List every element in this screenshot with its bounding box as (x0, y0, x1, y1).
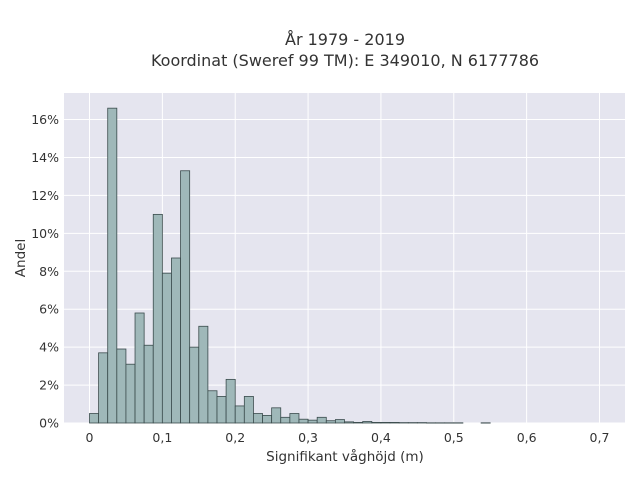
y-tick-label: 10% (31, 226, 59, 241)
histogram-bar (316, 416, 327, 424)
histogram-bar (271, 407, 282, 424)
x-tick-label: 0,5 (444, 430, 464, 445)
x-axis-title: Signifikant våghöjd (m) (266, 448, 424, 465)
histogram-bar (180, 170, 191, 424)
histogram-bar (189, 346, 200, 424)
y-tick-labels: 0% 2% 4% 6% 8% 10% 12% 14% 16% (31, 112, 59, 430)
y-axis-title: Andel (13, 239, 29, 277)
x-tick-label: 0,7 (590, 430, 610, 445)
histogram-bar (353, 422, 364, 424)
histogram-bar (143, 344, 154, 424)
histogram-bars (89, 107, 491, 424)
x-tick-label: 0 (86, 430, 94, 445)
x-tick-label: 0,1 (152, 430, 172, 445)
histogram-bar (344, 421, 355, 424)
histogram-bar (98, 352, 109, 424)
histogram-bar (107, 107, 118, 424)
histogram-bar (216, 396, 227, 424)
histogram-bar (234, 405, 245, 424)
y-tick-label: 6% (39, 302, 59, 317)
chart-title-line1: År 1979 - 2019 (285, 30, 405, 49)
histogram-bar (298, 418, 309, 424)
histogram-bar (225, 378, 236, 424)
x-tick-label: 0,6 (517, 430, 537, 445)
y-tick-label: 0% (39, 416, 59, 431)
histogram-bar (389, 422, 400, 424)
histogram-bar (280, 416, 291, 424)
x-tick-label: 0,3 (298, 430, 318, 445)
y-tick-label: 12% (31, 188, 59, 203)
histogram-bar (171, 257, 181, 424)
histogram-bar (334, 419, 345, 424)
y-tick-label: 8% (39, 264, 59, 279)
histogram-bar (253, 413, 263, 424)
histogram-bar (161, 272, 172, 424)
histogram-bar (243, 396, 254, 424)
y-tick-label: 14% (31, 150, 59, 165)
histogram-bar (289, 413, 300, 424)
y-tick-label: 2% (39, 378, 59, 393)
y-tick-label: 4% (39, 340, 59, 355)
histogram-bar (362, 421, 373, 424)
histogram-bar (116, 348, 127, 424)
histogram-bar (307, 419, 318, 424)
x-tick-label: 0,2 (225, 430, 245, 445)
y-tick-label: 16% (31, 112, 59, 127)
histogram-bar (262, 415, 273, 424)
histogram-bar (198, 325, 209, 424)
histogram-bar (134, 312, 145, 424)
chart-title-line2: Koordinat (Sweref 99 TM): E 349010, N 61… (151, 51, 539, 70)
histogram-bar (207, 390, 218, 424)
histogram-bar (325, 420, 336, 424)
histogram-bar (125, 363, 136, 424)
x-tick-label: 0,4 (371, 430, 391, 445)
histogram-bar (89, 413, 100, 424)
histogram-bar (152, 213, 163, 424)
histogram-bar (371, 422, 382, 424)
histogram-bar (380, 422, 391, 424)
x-tick-labels: 0 0,1 0,2 0,3 0,4 0,5 0,6 0,7 (86, 430, 610, 445)
